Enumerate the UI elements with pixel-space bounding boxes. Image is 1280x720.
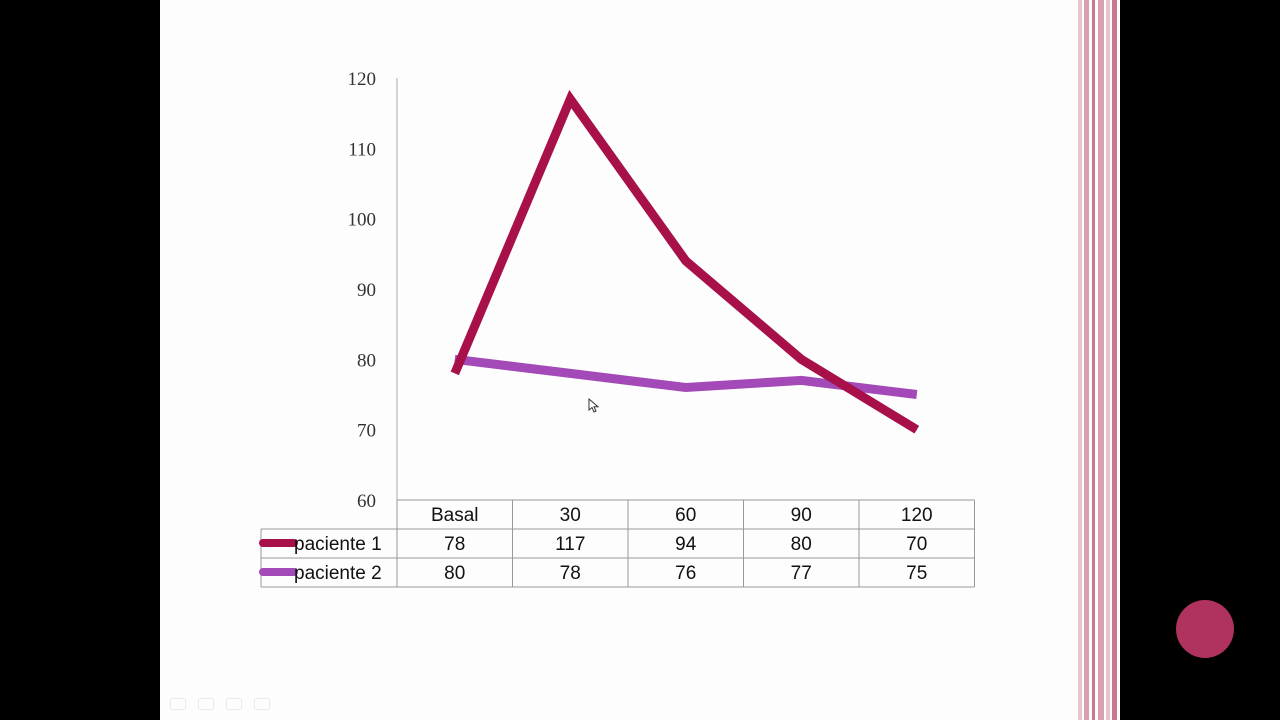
x-category-label: 120 — [901, 505, 933, 526]
pen-icon[interactable] — [198, 698, 214, 710]
data-value-label: 77 — [791, 563, 812, 584]
back-arrow-icon[interactable] — [170, 698, 186, 710]
data-table: Basal 30 60 90 120 paciente 1 78 117 94 80 70 pacie… — [259, 499, 975, 588]
border-stripe — [1092, 0, 1095, 720]
y-axis: 60 70 80 90 100 110 120 — [348, 69, 398, 512]
border-stripe — [1112, 0, 1117, 720]
slideshow-toolbar — [170, 698, 270, 710]
data-value-label: 70 — [906, 534, 927, 555]
slide: 60 70 80 90 100 110 120 Basal 30 60 90 120 paciente… — [160, 0, 1234, 720]
y-tick-label: 110 — [348, 139, 376, 160]
data-value-label: 76 — [675, 563, 696, 584]
series-line — [450, 89, 920, 434]
data-value-label: 80 — [791, 534, 812, 555]
y-tick-label: 120 — [348, 69, 377, 90]
x-category-label: 60 — [675, 505, 696, 526]
y-tick-label: 60 — [357, 491, 376, 512]
border-stripe — [1078, 0, 1082, 720]
series-name-label: paciente 1 — [294, 534, 382, 555]
data-value-label: 94 — [675, 534, 697, 555]
y-tick-label: 70 — [357, 421, 376, 442]
x-category-label: 30 — [560, 505, 581, 526]
series-lines — [450, 89, 920, 434]
y-tick-label: 80 — [357, 350, 376, 371]
border-stripe — [1106, 0, 1110, 720]
forward-arrow-icon[interactable] — [254, 698, 270, 710]
border-stripe — [1098, 0, 1104, 720]
data-value-label: 78 — [560, 563, 581, 584]
menu-icon[interactable] — [226, 698, 242, 710]
slide-action-button[interactable] — [1176, 600, 1234, 658]
y-tick-label: 100 — [348, 210, 377, 231]
line-chart: 60 70 80 90 100 110 120 Basal 30 60 90 120 paciente… — [259, 69, 975, 588]
series-name-label: paciente 2 — [294, 563, 382, 584]
data-value-label: 117 — [555, 534, 585, 555]
mouse-pointer-icon — [588, 398, 600, 413]
data-value-label: 78 — [444, 534, 465, 555]
y-tick-label: 90 — [357, 280, 376, 301]
x-category-label: 90 — [791, 505, 812, 526]
x-category-label: Basal — [431, 505, 479, 526]
border-stripe — [1084, 0, 1089, 720]
data-value-label: 80 — [444, 563, 465, 584]
data-value-label: 75 — [906, 563, 927, 584]
